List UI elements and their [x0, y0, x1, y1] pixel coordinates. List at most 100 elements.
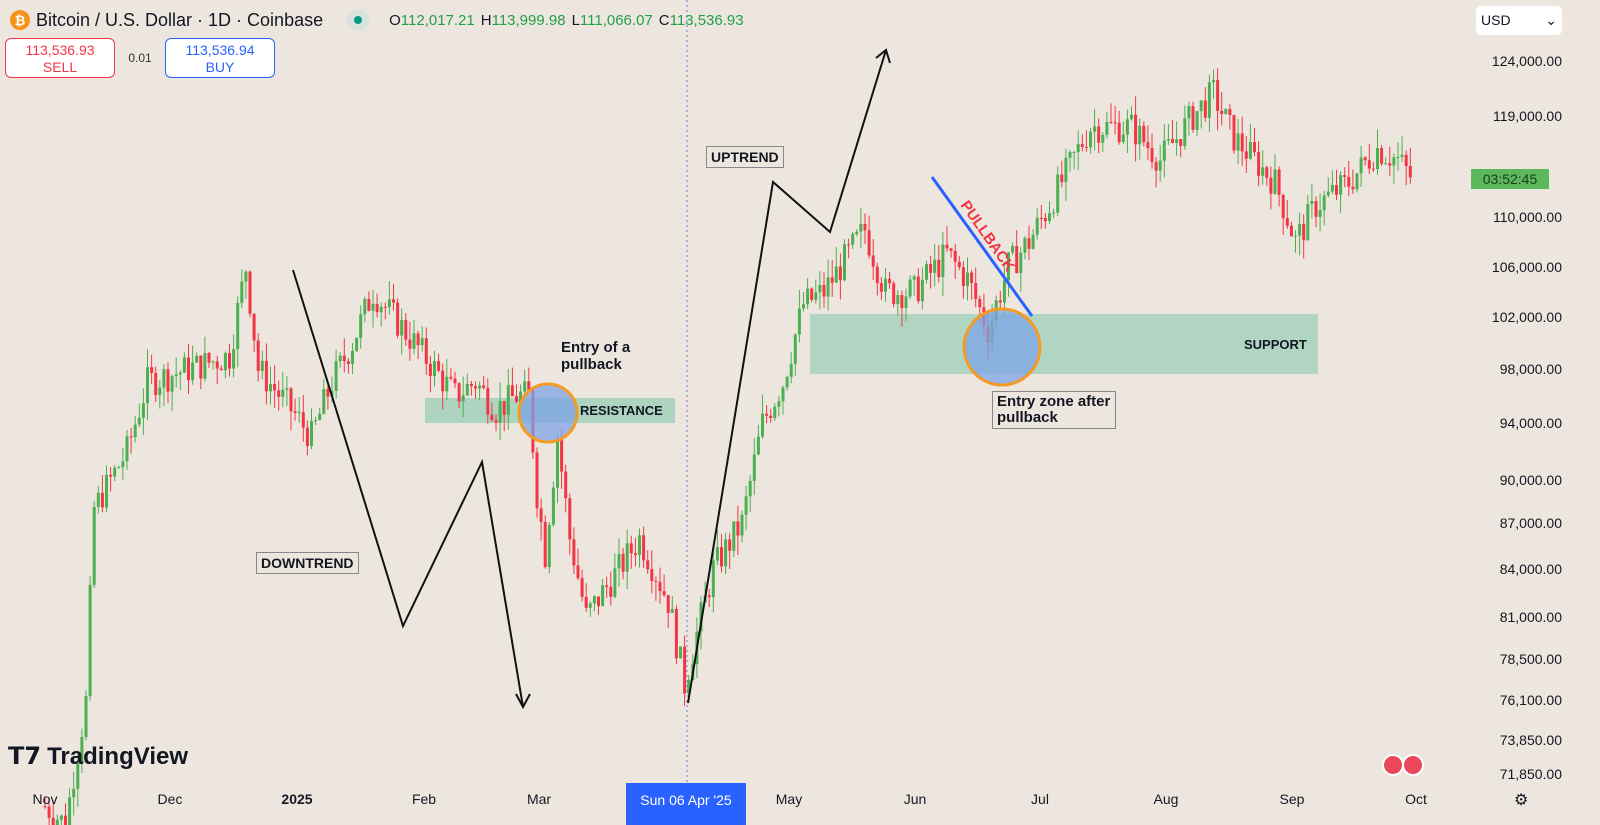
symbol-title[interactable]: Bitcoin / U.S. Dollar · 1D · Coinbase	[36, 9, 324, 30]
candle-body	[715, 547, 719, 561]
candle-body	[875, 266, 879, 284]
candle-body	[129, 436, 133, 438]
candle-body	[211, 361, 215, 363]
candle-body	[670, 608, 674, 613]
candle-body	[137, 417, 141, 425]
pullback-line	[930, 176, 1034, 317]
uptrend-line	[687, 49, 887, 704]
candle-body	[346, 361, 350, 365]
candle-body	[736, 521, 740, 536]
candle-body	[1376, 148, 1379, 170]
candle-body	[884, 278, 887, 292]
candle-body	[322, 389, 326, 414]
currency-select[interactable]: USD ⌄	[1476, 6, 1562, 35]
bitcoin-icon: ₿	[10, 10, 30, 30]
candle-body	[1130, 114, 1133, 120]
candle-body	[568, 498, 572, 540]
candle-body	[953, 250, 957, 262]
candle-body	[125, 436, 129, 462]
candle-body	[383, 306, 387, 308]
candle-body	[908, 279, 912, 297]
candle-body	[494, 420, 498, 423]
candle-body	[363, 298, 367, 315]
candle-body	[867, 230, 871, 256]
candle-body	[113, 467, 117, 477]
ohlc-values: O112,017.21 H113,999.98 L111,066.07 C113…	[389, 11, 744, 29]
candle-body	[863, 223, 867, 231]
spread: 0.01	[128, 51, 152, 65]
candle-body	[1396, 157, 1400, 159]
candle-body	[1134, 114, 1138, 145]
buy-button[interactable]: 113,536.94 BUY	[165, 38, 275, 78]
candle-body	[1150, 148, 1154, 162]
candle-body	[847, 244, 851, 246]
candle-body	[1162, 140, 1166, 161]
candle-body	[1187, 106, 1191, 119]
candle-body	[1035, 217, 1039, 235]
candle-body	[1195, 111, 1199, 130]
candle-body	[141, 403, 145, 418]
settings-icon[interactable]: ⚙	[1514, 792, 1529, 809]
flag-icons[interactable]	[1378, 754, 1426, 778]
time-tick-label: Aug	[1153, 791, 1179, 807]
us-flag-icon	[1382, 754, 1404, 776]
candle-body	[1084, 146, 1088, 148]
price-tick-label: 87,000.00	[1499, 515, 1562, 531]
candle-body	[687, 680, 691, 694]
candle-body	[1318, 210, 1322, 217]
candle-body	[732, 521, 736, 551]
candle-body	[457, 383, 461, 402]
candle-body	[1343, 175, 1347, 177]
candle-body	[146, 367, 149, 404]
candle-body	[154, 372, 158, 396]
candle-body	[1367, 160, 1371, 169]
candle-body	[949, 248, 953, 251]
candle-body	[1212, 80, 1215, 83]
candle-body	[605, 585, 609, 587]
candle-body	[904, 296, 908, 308]
candle-body	[187, 357, 190, 381]
candle-body	[1015, 245, 1019, 274]
tradingview-logo[interactable]: 𝗧𝟳 TradingView	[8, 742, 189, 771]
candle-body	[215, 361, 219, 369]
candle-body	[396, 302, 400, 336]
candle-body	[1236, 133, 1240, 151]
price-tick-label: 106,000.00	[1491, 259, 1562, 275]
sell-button[interactable]: 113,536.93 SELL	[5, 38, 115, 78]
candle-body	[822, 284, 826, 297]
candle-body	[1326, 191, 1330, 196]
candle-body	[625, 543, 629, 572]
candle-body	[281, 389, 285, 397]
candle-body	[170, 376, 174, 392]
candle-body	[617, 553, 621, 569]
candle-body	[646, 560, 650, 570]
candle-body	[793, 334, 797, 364]
candle-body	[707, 595, 711, 598]
candle-body	[445, 376, 449, 392]
candle-body	[412, 333, 416, 349]
candle-body	[1306, 203, 1310, 241]
candle-body	[199, 355, 203, 379]
candle-body	[1257, 152, 1261, 176]
candle-body	[879, 283, 883, 292]
candle-body	[1056, 174, 1060, 213]
candle-body	[338, 355, 342, 362]
candle-body	[601, 585, 605, 606]
candle-body	[236, 302, 240, 350]
candle-body	[109, 474, 113, 477]
entry-zone-label: Entry zone after pullback	[992, 391, 1116, 429]
candle-body	[240, 281, 244, 303]
crosshair-date-label: Sun 06 Apr '25	[626, 783, 746, 825]
candle-body	[1314, 200, 1318, 217]
candle-body	[416, 333, 420, 346]
candle-body	[535, 452, 539, 509]
entry-pullback-label: Entry of a pullback	[561, 339, 631, 373]
candle-body	[92, 507, 96, 585]
candle-body	[666, 595, 670, 613]
candle-body	[1109, 121, 1113, 123]
candle-body	[629, 543, 633, 554]
candle-body	[744, 496, 748, 515]
candle-body	[326, 389, 330, 397]
candle-body	[592, 596, 596, 604]
